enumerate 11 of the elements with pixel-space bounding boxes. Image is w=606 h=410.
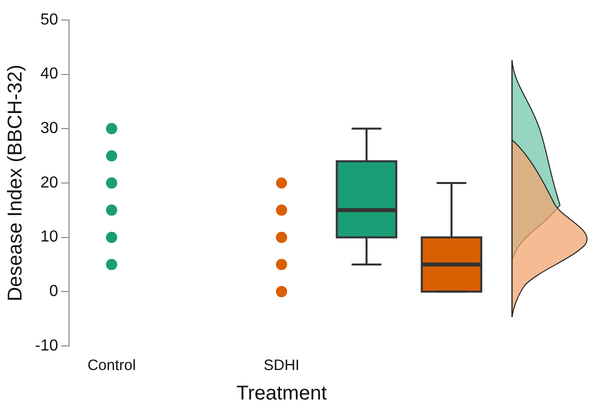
y-axis-title: Desease Index (BBCH-32) (4, 64, 27, 302)
x-axis-title: Treatment (236, 382, 328, 405)
y-tick-label: -10 (35, 337, 58, 354)
y-tick-label: 0 (49, 283, 58, 300)
y-tick-label: 30 (40, 120, 58, 138)
y-tick-label: 40 (40, 66, 58, 83)
y-tick-label: 10 (40, 228, 58, 246)
y-tick-label: 20 (40, 174, 58, 192)
y-tick-label: 50 (40, 11, 58, 28)
x-tick-label: SDHI (264, 357, 300, 374)
x-tick-label: Control (87, 357, 136, 374)
